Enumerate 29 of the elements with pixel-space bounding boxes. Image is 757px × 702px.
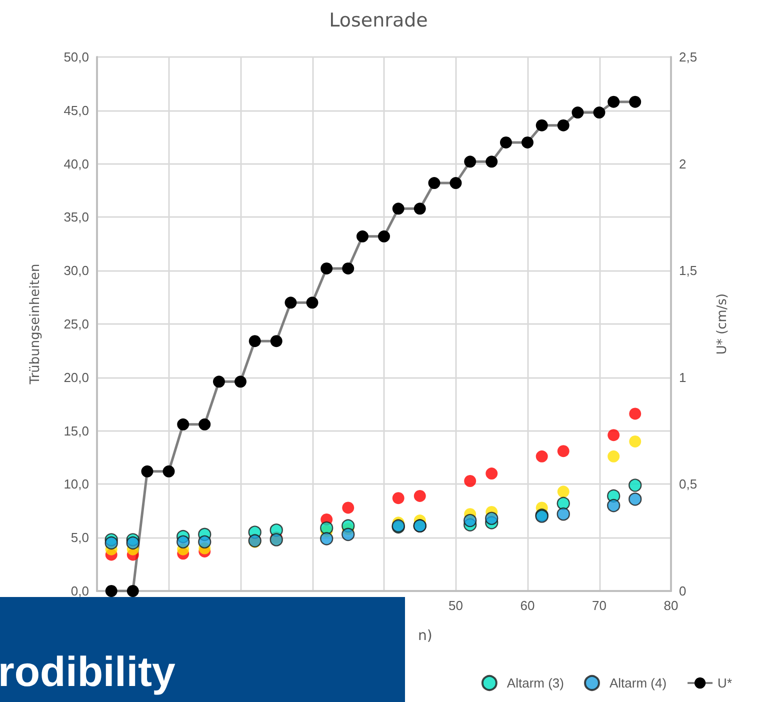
- y-tick-label: 35,0: [64, 210, 89, 225]
- x-tick-label: 50: [448, 598, 463, 613]
- y-tick-label: 0,0: [70, 584, 89, 598]
- y2-tick-label: 2,5: [679, 50, 698, 64]
- y-tick-label: 40,0: [64, 156, 89, 172]
- x-tick-label: 60: [520, 598, 535, 613]
- y-tick-label: 45,0: [64, 102, 89, 118]
- y-tick-label: 30,0: [64, 263, 89, 278]
- y-tick-label: 50,0: [64, 50, 89, 64]
- y2-axis-title: U* (cm/s): [715, 293, 730, 355]
- legend-label: Altarm (3): [506, 676, 564, 690]
- y-tick-label: 5,0: [70, 530, 89, 546]
- x-axis-title: n): [418, 628, 432, 644]
- legend-label: U*: [718, 676, 732, 690]
- y2-tick-label: 1: [679, 370, 686, 385]
- x-tick-label: 70: [592, 598, 606, 613]
- y-tick-label: 20,0: [64, 370, 89, 385]
- y-tick-label: 15,0: [64, 423, 89, 438]
- y2-tick-label: 1,5: [679, 263, 698, 278]
- text: rodibility: [0, 648, 176, 696]
- y-axis-title: Trübungseinheiten: [28, 264, 43, 386]
- chart-title: Losenrade: [329, 10, 428, 32]
- y2-tick-label: 2: [679, 156, 686, 172]
- y2-tick-label: 0,5: [679, 476, 698, 492]
- legend-label: Altarm (4): [609, 676, 667, 690]
- y2-tick-label: 0: [679, 584, 686, 598]
- x-tick-label: 80: [664, 598, 678, 613]
- y-tick-label: 10,0: [64, 476, 89, 492]
- y-tick-label: 25,0: [64, 316, 89, 332]
